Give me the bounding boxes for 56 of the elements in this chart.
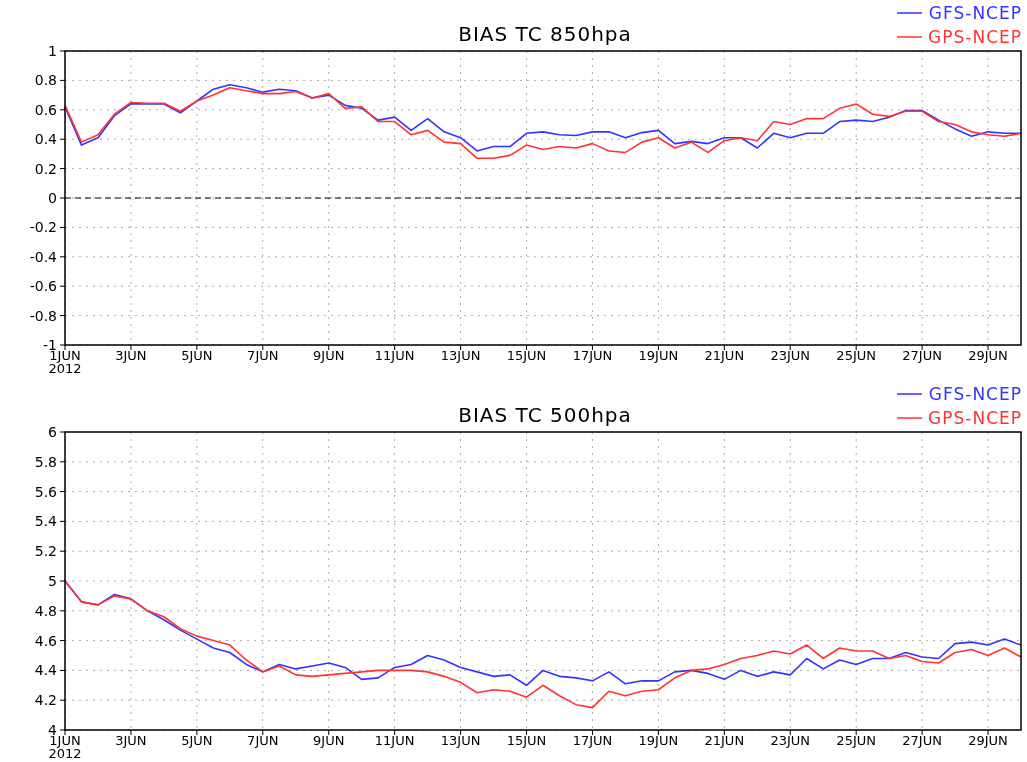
y-tick-label: 1 [48, 42, 57, 59]
x-tick-label: 29JUN [968, 348, 1008, 363]
chart-title: BIAS TC 850hpa [458, 22, 632, 46]
x-tick-label: 5JUN [181, 348, 213, 363]
x-tick-label: 27JUN [902, 348, 942, 363]
legend-label: GPS-NCEP [928, 26, 1022, 47]
x-tick-label: 11JUN [374, 733, 415, 748]
y-tick-label: 0 [48, 189, 57, 206]
y-tick-label: 5.6 [34, 483, 58, 500]
x-tick-label: 19JUN [638, 348, 679, 363]
x-tick-label: 25JUN [836, 348, 876, 363]
x-tick-label: 3JUN [115, 733, 147, 748]
legend-label: GFS-NCEP [928, 2, 1022, 23]
y-tick-label: 0.6 [34, 101, 58, 118]
y-tick-label: 5.8 [34, 453, 57, 470]
x-tick-label: 23JUN [770, 733, 811, 748]
y-tick-label: 5.4 [34, 513, 58, 530]
x-tick-label: 13JUN [440, 733, 481, 748]
y-tick-label: 0.8 [34, 72, 57, 89]
x-tick-label: 9JUN [313, 733, 345, 748]
y-tick-label: -0.6 [29, 278, 58, 295]
y-tick-label: 4.2 [34, 692, 57, 709]
x-tick-label: 15JUN [506, 733, 547, 748]
x-tick-label: 19JUN [638, 733, 679, 748]
x-tick-label: 5JUN [181, 733, 213, 748]
line-series [64, 580, 1022, 709]
x-tick-label: 3JUN [115, 348, 147, 363]
y-tick-label: 5.2 [34, 543, 57, 560]
y-tick-label: 4.6 [34, 632, 58, 649]
x-tick-label: 17JUN [572, 733, 613, 748]
x-tick-label: 21JUN [704, 733, 745, 748]
x-tick-label: 7JUN [247, 348, 279, 363]
x-tick-label: 7JUN [247, 733, 279, 748]
x-tick-label: 15JUN [506, 348, 547, 363]
x-tick-label: 29JUN [968, 733, 1008, 748]
y-tick-label: 4.8 [34, 602, 57, 619]
y-tick-label: -0.2 [29, 219, 57, 236]
x-tick-label: 17JUN [572, 348, 613, 363]
y-tick-label: -0.8 [29, 307, 57, 324]
y-tick-label: 0.2 [34, 160, 57, 177]
x-tick-label: 23JUN [770, 348, 811, 363]
x-tick-label: 9JUN [313, 348, 345, 363]
y-tick-label: 0.4 [34, 131, 58, 148]
chart-title: BIAS TC 500hpa [458, 403, 632, 427]
x-tick-label: 1JUN 2012 [48, 348, 82, 376]
y-tick-label: 5 [48, 572, 57, 589]
y-tick-label: 4.4 [34, 662, 58, 679]
x-tick-label: 13JUN [440, 348, 481, 363]
legend-label: GFS-NCEP [928, 383, 1022, 404]
legend-label: GPS-NCEP [928, 407, 1022, 428]
y-tick-label: -0.4 [29, 248, 58, 265]
y-tick-label: 6 [48, 423, 58, 440]
x-tick-label: 11JUN [374, 348, 415, 363]
x-tick-label: 27JUN [902, 733, 942, 748]
x-tick-label: 25JUN [836, 733, 876, 748]
x-tick-label: 21JUN [704, 348, 745, 363]
